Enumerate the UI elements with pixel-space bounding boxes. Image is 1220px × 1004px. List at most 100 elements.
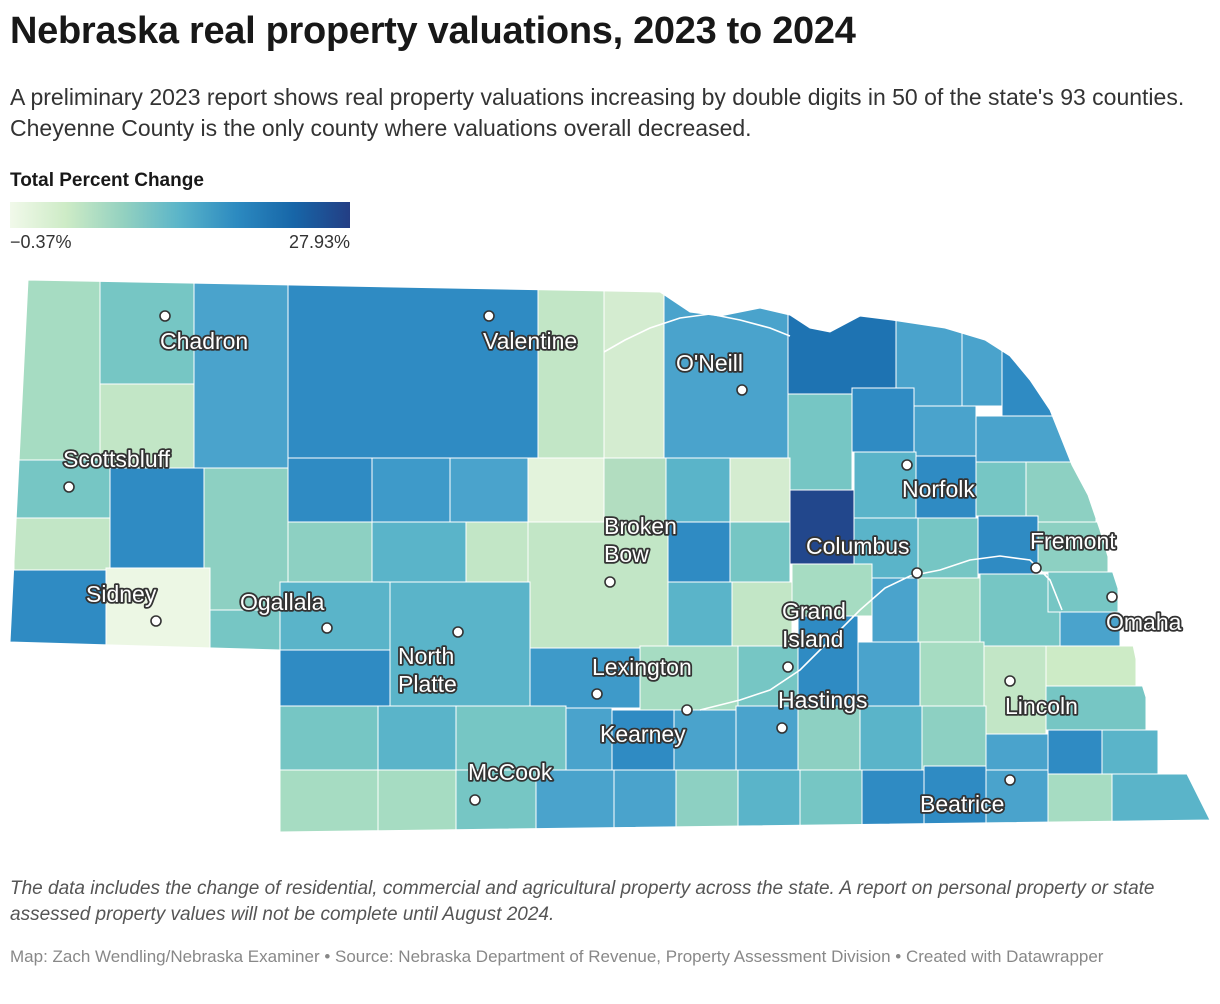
county-johnson: [1047, 729, 1103, 775]
city-label: Fremont: [1030, 528, 1116, 554]
legend-min-label: −0.37%: [10, 232, 72, 252]
county-dawson: [529, 647, 641, 709]
city-dot: [901, 459, 913, 471]
county-thayer: [861, 769, 925, 832]
city-dot: [1004, 675, 1016, 687]
city-grand-island: Grand Island: [780, 596, 848, 673]
city-dot: [1004, 774, 1016, 786]
county-banner: [13, 517, 111, 571]
city-sidney: Sidney: [84, 579, 162, 627]
county-adams: [735, 705, 799, 771]
county-garden: [203, 467, 289, 621]
city-dot: [736, 384, 748, 396]
niobrara-river: [603, 313, 791, 353]
state-outline: [9, 279, 1211, 833]
chart-title: Nebraska real property valuations, 2023 …: [10, 10, 856, 52]
county-hall: [737, 645, 799, 707]
county-nemaha: [1101, 729, 1159, 775]
city-label: Scottsbluff: [63, 446, 171, 472]
city-mccook: McCook: [466, 757, 555, 806]
county-polk: [871, 577, 919, 643]
city-label: McCook: [468, 759, 553, 785]
county-dawes: [99, 280, 195, 385]
city-label: Lincoln: [1005, 693, 1078, 719]
nebraska-county-map: Chadron Valentine O'Neill Scottsbluff No…: [9, 279, 1211, 833]
city-chadron: Chadron: [158, 310, 250, 356]
county-boone: [789, 489, 855, 565]
city-lincoln: Lincoln: [1003, 675, 1080, 721]
county-jefferson: [923, 765, 987, 832]
city-dot: [321, 622, 333, 634]
county-butler: [917, 577, 981, 643]
county-cherry: [287, 280, 539, 459]
county-nance: [791, 563, 873, 617]
city-label: Sidney: [86, 581, 157, 607]
county-nuckolls: [799, 769, 863, 832]
color-legend: Total Percent Change −0.37% 27.93%: [10, 170, 350, 256]
county-saunders: [979, 573, 1061, 647]
county-lincoln: [389, 581, 531, 707]
county-hooker: [371, 457, 451, 523]
chart-byline: Map: Zach Wendling/Nebraska Examiner • S…: [10, 947, 1104, 966]
city-norfolk: Norfolk: [900, 459, 977, 504]
county-richardson: [1111, 773, 1210, 832]
county-cedar: [895, 280, 963, 407]
city-label: Broken Bow: [604, 513, 677, 567]
county-thomas: [449, 457, 529, 523]
county-buffalo: [639, 645, 739, 711]
county-cuming: [975, 461, 1027, 517]
county-lancaster: [983, 645, 1047, 735]
city-lexington: Lexington: [590, 652, 694, 700]
county-blaine: [527, 457, 605, 523]
city-dot: [681, 704, 693, 716]
county-arthur: [287, 521, 373, 583]
county-kimball: [10, 569, 107, 651]
city-beatrice: Beatrice: [918, 774, 1016, 819]
city-dot: [452, 626, 464, 638]
city-ogallala: Ogallala: [238, 587, 333, 634]
city-north-platte: North Platte: [396, 626, 464, 699]
city-fremont: Fremont: [1028, 526, 1118, 574]
city-dot: [63, 481, 75, 493]
county-saline: [921, 705, 987, 771]
city-label: Chadron: [160, 328, 248, 354]
county-dakota: [1001, 280, 1083, 417]
city-dot: [469, 794, 481, 806]
county-box-butte: [99, 383, 195, 469]
city-label: North Platte: [398, 643, 457, 697]
county-washington: [1037, 521, 1109, 573]
county-gage: [985, 733, 1049, 771]
city-label: O'Neill: [676, 350, 743, 376]
city-dot: [591, 688, 603, 700]
county-dixon: [961, 280, 1003, 407]
county-morrill: [109, 467, 205, 569]
city-label: Grand Island: [782, 598, 846, 652]
city-label: Omaha: [1106, 609, 1182, 635]
county-douglas: [1047, 571, 1119, 613]
city-kearney: Kearney: [598, 704, 693, 749]
county-keya-paha: [537, 280, 605, 461]
county-cheyenne: [105, 567, 211, 651]
county-keith: [279, 581, 391, 651]
county-scotts-bluff: [13, 459, 111, 519]
county-howard: [731, 581, 793, 647]
city-dot: [911, 567, 923, 579]
legend-gradient-bar: [10, 202, 350, 228]
city-dot: [483, 310, 495, 322]
county-hitchcock: [377, 769, 457, 832]
county-grant: [287, 457, 373, 523]
city-label: Lexington: [592, 654, 692, 680]
county-clay: [797, 705, 861, 771]
chart-notes: The data includes the change of resident…: [10, 878, 1155, 925]
city-dot: [776, 722, 788, 734]
county-garfield: [665, 457, 731, 523]
county-wheeler: [729, 457, 791, 523]
county-dundy: [275, 769, 379, 832]
city-label: Kearney: [600, 721, 686, 747]
county-dodge: [977, 515, 1039, 575]
county-chase: [279, 705, 379, 771]
city-broken-bow: Broken Bow: [602, 511, 679, 588]
county-fillmore: [859, 705, 923, 771]
city-dot: [782, 661, 794, 673]
county-pawnee: [1047, 773, 1113, 832]
